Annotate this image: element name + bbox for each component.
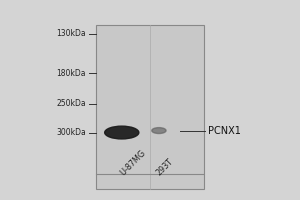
Text: 130kDa: 130kDa [56, 29, 86, 38]
Text: U-87MG: U-87MG [118, 149, 148, 178]
Text: 293T: 293T [154, 157, 175, 178]
Text: 250kDa: 250kDa [56, 99, 86, 108]
Text: 300kDa: 300kDa [56, 128, 86, 137]
Bar [97, 25, 203, 189]
Ellipse shape [152, 128, 166, 134]
Text: PCNX1: PCNX1 [208, 126, 241, 136]
Ellipse shape [105, 126, 139, 139]
Text: 180kDa: 180kDa [57, 69, 86, 78]
